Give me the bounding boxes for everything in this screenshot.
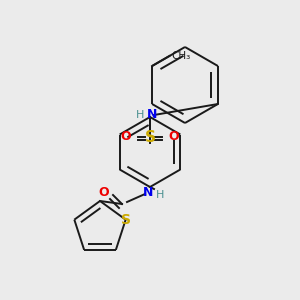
Text: N: N: [147, 109, 157, 122]
Text: O: O: [121, 130, 131, 143]
Text: N: N: [143, 185, 153, 199]
Text: S: S: [121, 213, 131, 227]
Text: CH₃: CH₃: [171, 51, 191, 61]
Text: O: O: [169, 130, 179, 143]
Text: H: H: [156, 190, 164, 200]
Text: O: O: [99, 185, 109, 199]
Text: H: H: [136, 110, 144, 120]
Text: S: S: [145, 130, 155, 145]
